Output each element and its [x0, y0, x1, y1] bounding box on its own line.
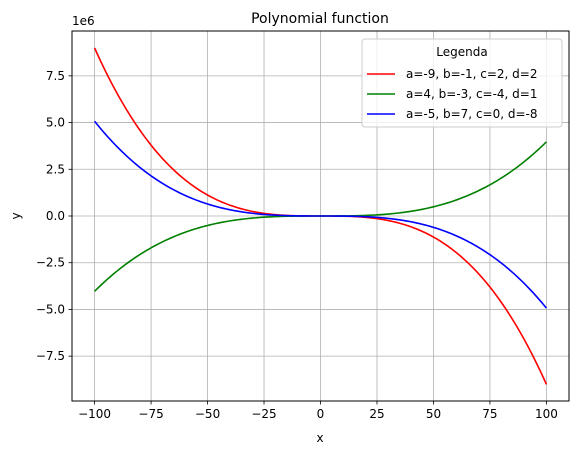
- y-tick-label: 0.0: [46, 209, 65, 223]
- legend-box: [361, 38, 563, 128]
- legend-label: a=-5, b=7, c=0, d=-8: [406, 107, 538, 121]
- series-line: [93, 120, 548, 309]
- chart-title: Polynomial function: [251, 11, 389, 27]
- legend: Legenda a=-9, b=-1, c=2, d=2 a=4, b=-3, c…: [361, 38, 563, 128]
- y-tick-label: 7.5: [46, 69, 65, 83]
- y-tick-label: −5.0: [36, 302, 65, 316]
- x-tick-label: 75: [482, 407, 497, 421]
- axis-ticks: −100 −75 −50 −25 0 25 50 75 100 −7.5 −5.0 −2.5 0.0 2.…: [36, 69, 558, 421]
- x-tick-label: 25: [369, 407, 384, 421]
- legend-label: a=4, b=-3, c=-4, d=1: [406, 87, 538, 101]
- x-tick-label: −100: [78, 407, 111, 421]
- y-tick-label: 5.0: [46, 116, 65, 130]
- y-tick-label: −7.5: [36, 349, 65, 363]
- x-tick-label: −25: [251, 407, 276, 421]
- x-tick-label: 100: [535, 407, 558, 421]
- y-tick-label: −2.5: [36, 256, 65, 270]
- x-tick-label: 50: [426, 407, 441, 421]
- x-axis-label: x: [316, 431, 323, 445]
- series-layer: [93, 47, 548, 385]
- legend-title: Legenda: [436, 45, 487, 59]
- legend-label: a=-9, b=-1, c=2, d=2: [406, 67, 538, 81]
- x-tick-label: −50: [195, 407, 220, 421]
- y-axis-label: y: [9, 212, 23, 219]
- legend-items: a=-9, b=-1, c=2, d=2 a=4, b=-3, c=-4, d=1…: [367, 67, 538, 121]
- x-tick-label: 0: [317, 407, 325, 421]
- x-tick-label: −75: [138, 407, 163, 421]
- y-tick-label: 2.5: [46, 162, 65, 176]
- y-offset-label: 1e6: [72, 14, 95, 28]
